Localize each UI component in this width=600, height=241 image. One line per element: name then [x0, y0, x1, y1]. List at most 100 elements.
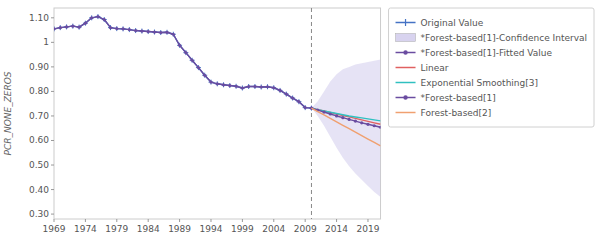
legend-label: Linear [421, 63, 449, 73]
legend-line [396, 112, 416, 114]
point [71, 25, 74, 28]
point [191, 59, 194, 62]
legend-label: *Forest-based[1] [421, 93, 496, 103]
x-tick-label: 1969 [43, 224, 66, 234]
point [96, 15, 99, 18]
legend: Original Value *Forest-based[1]-Confidenc… [389, 8, 594, 127]
point [140, 29, 143, 32]
x-tick-label: 1984 [137, 224, 160, 234]
point [322, 110, 325, 113]
series-line [311, 108, 380, 127]
point [115, 27, 118, 30]
y-tick-label: 0.30 [29, 209, 49, 219]
point [172, 33, 175, 36]
legend-line [396, 67, 416, 69]
point [235, 85, 238, 88]
point [90, 16, 93, 19]
y-tick [51, 115, 54, 116]
legend-item: Exponential Smoothing[3] [396, 78, 538, 88]
point [360, 121, 363, 124]
confidence-band [311, 60, 380, 197]
chart: Original Value *Forest-based[1]-Confidenc… [0, 0, 600, 241]
point [278, 89, 281, 92]
x-tick [210, 219, 211, 222]
x-tick-label: 2004 [262, 224, 285, 234]
point [329, 112, 332, 115]
axes: 0.300.400.500.600.700.800.9011.101969197… [29, 8, 381, 234]
legend-marker [403, 95, 407, 99]
point [272, 86, 275, 89]
x-tick [305, 219, 306, 222]
plot-frame [54, 8, 381, 219]
x-tick-label: 1994 [200, 224, 223, 234]
point [84, 22, 87, 25]
point [247, 85, 250, 88]
series [310, 107, 381, 129]
x-tick-label: 1999 [231, 224, 254, 234]
point [147, 30, 150, 33]
point [241, 86, 244, 89]
x-tick [273, 219, 274, 222]
y-tick-label: 0.90 [29, 62, 49, 72]
series-line [54, 17, 311, 109]
y-tick-label: 0.80 [29, 86, 49, 96]
legend-label: Forest-based[2] [421, 108, 492, 118]
cutoff-line [311, 8, 312, 219]
point [304, 106, 307, 109]
x-tick-label: 2009 [294, 224, 317, 234]
point [297, 100, 300, 103]
x-tick [242, 219, 243, 222]
point [291, 96, 294, 99]
x-tick [179, 219, 180, 222]
y-tick [51, 189, 54, 190]
series-line [311, 108, 380, 124]
legend-item: *Forest-based[1] [396, 93, 496, 103]
x-tick [367, 219, 368, 222]
x-tick-label: 1974 [74, 224, 97, 234]
point [197, 66, 200, 69]
y-tick-label: 1.10 [29, 13, 49, 23]
point [59, 26, 62, 29]
legend-label: *Forest-based[1]-Fitted Value [421, 48, 553, 58]
point [253, 85, 256, 88]
series [311, 108, 380, 146]
y-tick [51, 66, 54, 67]
legend-item: Original Value [396, 18, 484, 28]
point [216, 82, 219, 85]
series-line [311, 108, 380, 146]
legend-swatch [396, 34, 416, 42]
point [121, 27, 124, 30]
legend-item: Forest-based[2] [396, 108, 492, 118]
legend-line [396, 82, 416, 84]
y-tick-label: 0.40 [29, 185, 49, 195]
legend-marker [403, 50, 407, 54]
point [266, 85, 269, 88]
plot-data [54, 8, 381, 219]
x-tick [85, 219, 86, 222]
series [311, 108, 380, 124]
point [54, 27, 56, 30]
series-line [54, 17, 311, 109]
y-tick-label: 1 [43, 37, 49, 47]
legend-item: *Forest-based[1]-Fitted Value [396, 48, 553, 58]
point [165, 31, 168, 34]
x-tick [54, 219, 55, 222]
legend-item: Linear [396, 63, 449, 73]
y-axis-label: PCR_NONE_ZEROS [3, 71, 13, 155]
y-tick-label: 0.60 [29, 135, 49, 145]
point [159, 31, 162, 34]
y-tick-label: 0.70 [29, 111, 49, 121]
point [103, 18, 106, 21]
point [128, 28, 131, 31]
legend-label: Exponential Smoothing[3] [421, 78, 538, 88]
point [379, 126, 381, 129]
legend-item: *Forest-based[1]-Confidence Interval [396, 33, 587, 43]
series [54, 14, 314, 111]
point [341, 116, 344, 119]
x-tick-label: 1989 [168, 224, 191, 234]
point [366, 123, 369, 126]
point [373, 124, 376, 127]
legend-frame [389, 8, 594, 127]
y-tick [51, 214, 54, 215]
x-tick-label: 2019 [357, 224, 380, 234]
